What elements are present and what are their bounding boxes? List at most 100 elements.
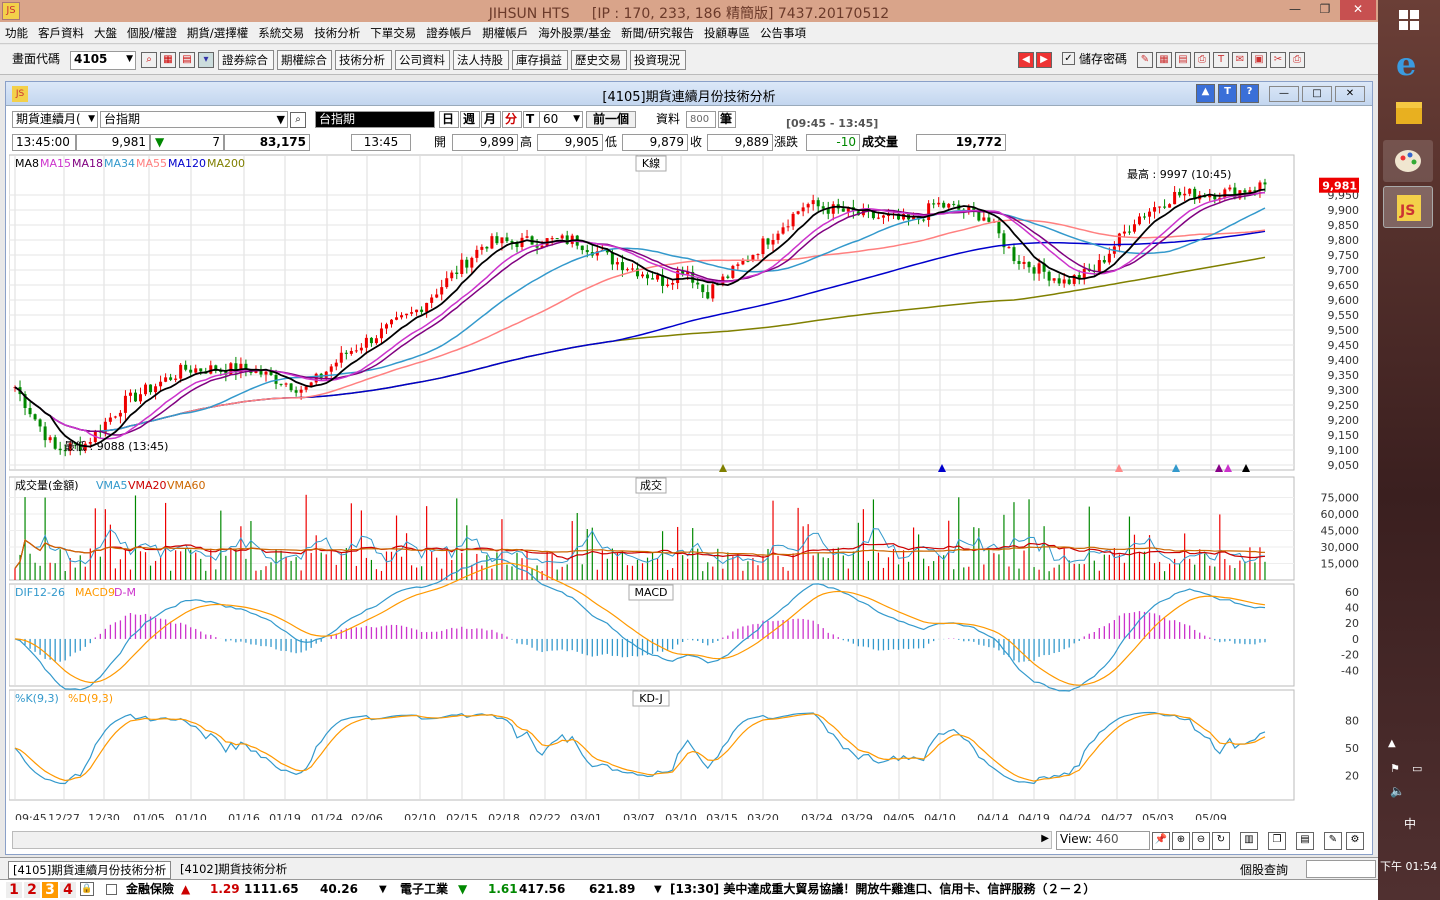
menu-item-11[interactable]: 新聞/研究報告: [621, 26, 694, 40]
network-icon[interactable]: ▭: [1412, 762, 1423, 775]
child-restore-button[interactable]: □: [1302, 86, 1332, 102]
interval-select[interactable]: 60 ▼: [539, 111, 583, 128]
menu-item-10[interactable]: 海外股票/基金: [538, 26, 612, 40]
data-unit-button[interactable]: 筆: [718, 111, 736, 128]
tab-4105[interactable]: [4105]期貨連續月份技術分析: [8, 861, 172, 879]
restore-button[interactable]: ❐: [1319, 2, 1331, 16]
chevron-down-icon[interactable]: ▼: [379, 884, 387, 895]
print-icon[interactable]: ▤: [1175, 52, 1191, 68]
ticker-checkbox[interactable]: [106, 884, 117, 895]
period-0[interactable]: 日: [439, 111, 459, 128]
candle-body: [440, 287, 444, 295]
toolbar-button-4[interactable]: 法人持股: [453, 50, 509, 70]
save-password-checkbox[interactable]: ✓: [1062, 52, 1075, 65]
chart-scrollbar[interactable]: ▶: [12, 831, 1052, 849]
toolbar-button-7[interactable]: 投資現況: [630, 50, 686, 70]
toolbar-button-5[interactable]: 庫存損益: [512, 50, 568, 70]
help-icon[interactable]: ?: [1240, 84, 1259, 103]
jihsun-app-icon[interactable]: JS: [1383, 186, 1433, 228]
print-icon[interactable]: ▤: [179, 52, 195, 68]
code-input[interactable]: 4105 ▼: [70, 51, 136, 70]
ticker-item1-amt: 40.26: [320, 882, 358, 896]
menu-item-2[interactable]: 大盤: [94, 26, 117, 40]
candle-body: [746, 260, 750, 262]
refresh-icon[interactable]: ↻: [1212, 832, 1230, 850]
settings-icon[interactable]: ⚙: [1346, 832, 1364, 850]
dropdown-icon[interactable]: ▾: [198, 52, 214, 68]
child-close-button[interactable]: ✕: [1335, 86, 1365, 102]
ticker-page-4[interactable]: 4: [60, 882, 76, 898]
data-count-input[interactable]: 800: [686, 111, 716, 128]
search-icon[interactable]: ⌕: [290, 112, 306, 128]
menu-item-4[interactable]: 期貨/選擇權: [186, 26, 249, 40]
period-3[interactable]: 分: [502, 111, 522, 128]
page-icon[interactable]: ▣: [1251, 52, 1267, 68]
pen-icon[interactable]: ✎: [1137, 52, 1153, 68]
calendar-icon[interactable]: ▦: [160, 52, 176, 68]
file-explorer-icon[interactable]: [1383, 92, 1433, 134]
ticker-page-1[interactable]: 1: [6, 882, 22, 898]
ticker-page-3[interactable]: 3: [42, 882, 58, 898]
menu-item-5[interactable]: 系統交易: [258, 26, 305, 40]
toolbar-button-1[interactable]: 期權綜合: [277, 50, 332, 70]
internet-explorer-icon[interactable]: e: [1383, 42, 1433, 84]
draw-icon[interactable]: ✎: [1324, 832, 1342, 850]
up-icon[interactable]: ▲: [1196, 84, 1215, 103]
zoom-in-icon[interactable]: ⊕: [1172, 832, 1190, 850]
menu-item-9[interactable]: 期權帳戶: [482, 26, 529, 40]
zoom-out-icon[interactable]: ⊖: [1192, 832, 1210, 850]
text-icon[interactable]: T: [1218, 84, 1237, 103]
lock-icon[interactable]: 🔒: [80, 882, 94, 896]
flag-icon[interactable]: ⚑: [1390, 762, 1400, 775]
pin-icon[interactable]: 📌: [1152, 832, 1170, 850]
toolbar-button-6[interactable]: 歷史交易: [571, 50, 627, 70]
arrow-left-icon[interactable]: ◀: [1018, 52, 1034, 68]
paint-icon[interactable]: [1383, 140, 1433, 182]
close-button[interactable]: ✕: [1340, 0, 1376, 20]
menu-item-1[interactable]: 客戶資料: [38, 26, 84, 40]
prev-button[interactable]: 前一個: [586, 111, 636, 128]
tab-4102[interactable]: [4102]期貨技術分析: [180, 862, 288, 876]
view-field[interactable]: View: 460: [1056, 831, 1150, 850]
scroll-right-icon[interactable]: ▶: [1041, 833, 1049, 844]
note-icon[interactable]: ✉: [1232, 52, 1248, 68]
tray-expand-icon[interactable]: ▲: [1388, 738, 1396, 749]
printer2-icon[interactable]: ⎙: [1289, 52, 1305, 68]
chart-area[interactable]: 09:45 12/27 12/30 01/05 01/10 01/16 01/19 01/24…: [9, 150, 1371, 820]
news-ticker[interactable]: [13:30] 美中達成重大貿易協議！開放牛雞進口、信用卡、信評服務（２－２）: [670, 882, 1096, 896]
period-2[interactable]: 月: [481, 111, 501, 128]
menu-item-7[interactable]: 下單交易: [370, 26, 417, 40]
ime-indicator[interactable]: 中: [1404, 817, 1417, 831]
menu-item-12[interactable]: 投顧專區: [704, 26, 750, 40]
minimize-button[interactable]: —: [1289, 2, 1301, 16]
picture-icon[interactable]: ▦: [1156, 52, 1172, 68]
period-1[interactable]: 週: [460, 111, 480, 128]
printer-icon[interactable]: ⎙: [1194, 52, 1210, 68]
menu-item-6[interactable]: 技術分析: [314, 26, 361, 40]
ticker-page-2[interactable]: 2: [24, 882, 40, 898]
menu-item-13[interactable]: 公告事項: [760, 26, 806, 40]
search-icon[interactable]: ⌕: [141, 52, 157, 68]
toolbar-button-0[interactable]: 證券綜合: [218, 50, 274, 70]
windows-start-icon[interactable]: [1383, 0, 1433, 42]
child-minimize-button[interactable]: —: [1269, 86, 1299, 102]
stock-query-input[interactable]: [1306, 860, 1376, 878]
tool-icon[interactable]: ✂: [1270, 52, 1286, 68]
volume-icon[interactable]: 🔈: [1390, 784, 1405, 798]
chart-type-icon[interactable]: ▥: [1240, 832, 1258, 850]
window-icon[interactable]: ❐: [1268, 832, 1286, 850]
type-select[interactable]: 期貨連續月(▼: [12, 111, 98, 128]
arrow-right-icon[interactable]: ▶: [1036, 52, 1052, 68]
menu-item-0[interactable]: 功能: [5, 26, 28, 40]
table-icon[interactable]: ▤: [1296, 832, 1314, 850]
clock[interactable]: 下午 01:54: [1380, 860, 1438, 873]
toolbar-button-2[interactable]: 技術分析: [335, 50, 392, 70]
text-icon[interactable]: T: [1213, 52, 1229, 68]
signal-marker: [938, 464, 946, 472]
menu-item-3[interactable]: 個股/權證: [127, 26, 177, 40]
menu-item-8[interactable]: 證券帳戶: [426, 26, 473, 40]
chevron-down-icon[interactable]: ▼: [654, 884, 662, 895]
symbol-select[interactable]: 台指期 ▼: [100, 111, 288, 128]
toolbar-button-3[interactable]: 公司資料: [395, 50, 450, 70]
chevron-down-icon[interactable]: ▼: [126, 54, 133, 64]
